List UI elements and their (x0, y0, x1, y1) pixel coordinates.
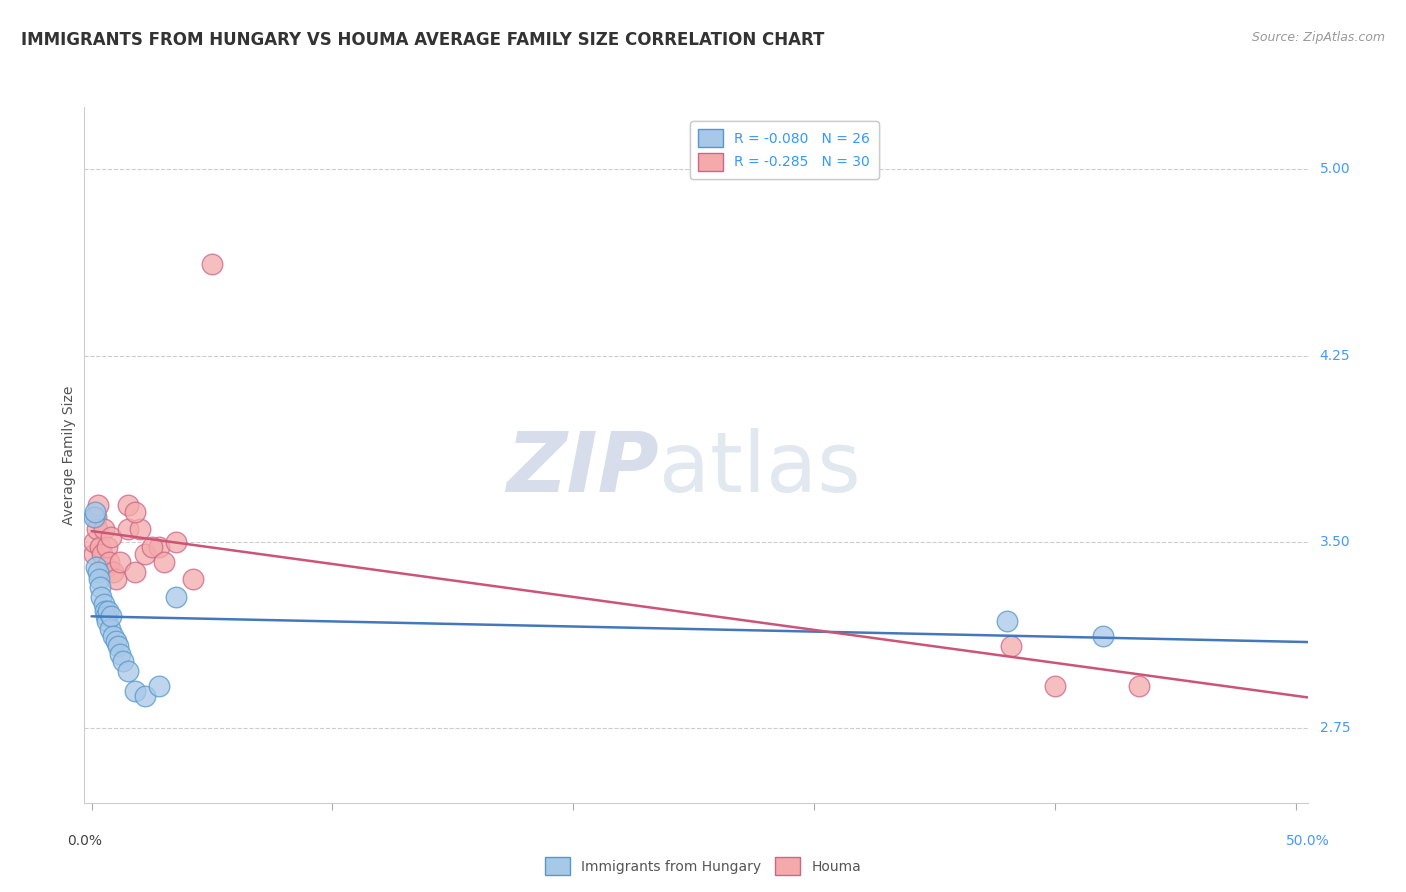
Text: 0.0%: 0.0% (67, 834, 101, 848)
Legend: Immigrants from Hungary, Houma: Immigrants from Hungary, Houma (540, 852, 866, 880)
Point (141, 540, 163, 554)
Point (117, 498, 139, 512)
Point (124, 565, 146, 579)
Point (201, 256, 224, 270)
Point (83, 510, 105, 524)
Point (110, 647, 132, 661)
Point (148, 540, 170, 554)
Point (86, 559, 108, 574)
Point (104, 572, 127, 586)
Point (83, 534, 105, 549)
Point (117, 664, 139, 678)
Text: Source: ZipAtlas.com: Source: ZipAtlas.com (1251, 31, 1385, 45)
Point (165, 534, 187, 549)
Point (128, 523, 150, 537)
Point (84, 505, 107, 519)
Text: 50.0%: 50.0% (1285, 834, 1330, 848)
Point (84, 510, 107, 524)
Text: 3.50: 3.50 (1320, 535, 1350, 549)
Point (995, 615, 1018, 629)
Point (87, 498, 110, 512)
Point (124, 505, 146, 519)
Point (87, 572, 110, 586)
Text: 2.75: 2.75 (1320, 722, 1350, 735)
Point (83, 547, 105, 561)
Point (93, 523, 115, 537)
Point (93, 597, 115, 611)
Point (86, 523, 108, 537)
Point (153, 555, 176, 569)
Point (134, 547, 156, 561)
Legend: R = -0.080   N = 26, R = -0.285   N = 30: R = -0.080 N = 26, R = -0.285 N = 30 (690, 121, 879, 179)
Point (103, 565, 125, 579)
Point (111, 654, 134, 668)
Point (100, 530, 122, 544)
Point (103, 629, 125, 643)
Point (97, 555, 120, 569)
Y-axis label: Average Family Size: Average Family Size (62, 385, 76, 524)
Point (100, 609, 122, 624)
Text: 5.00: 5.00 (1320, 162, 1350, 176)
Point (104, 634, 127, 648)
Point (96, 540, 118, 554)
Text: 4.25: 4.25 (1320, 349, 1350, 362)
Point (124, 684, 146, 698)
Point (96, 615, 118, 629)
Point (90, 547, 112, 561)
Point (1043, 679, 1066, 693)
Point (165, 590, 187, 604)
Point (94, 609, 117, 624)
Point (1091, 629, 1114, 643)
Point (110, 555, 132, 569)
Point (1000, 639, 1022, 653)
Point (86, 565, 108, 579)
Point (117, 523, 139, 537)
Text: ZIP: ZIP (506, 428, 659, 509)
Point (97, 605, 120, 619)
Point (148, 679, 170, 693)
Point (89, 580, 111, 594)
Point (89, 540, 111, 554)
Text: atlas: atlas (659, 428, 860, 509)
Point (94, 605, 117, 619)
Point (94, 559, 117, 574)
Point (1128, 679, 1150, 693)
Point (98, 622, 121, 636)
Point (90, 590, 112, 604)
Point (134, 689, 156, 703)
Text: IMMIGRANTS FROM HUNGARY VS HOUMA AVERAGE FAMILY SIZE CORRELATION CHART: IMMIGRANTS FROM HUNGARY VS HOUMA AVERAGE… (21, 31, 824, 49)
Point (107, 639, 129, 653)
Point (181, 572, 204, 586)
